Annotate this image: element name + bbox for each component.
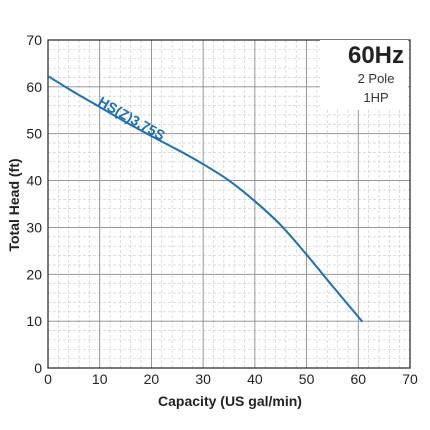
y-tick-label: 20: [26, 266, 42, 282]
x-axis-title: Capacity (US gal/min): [158, 393, 302, 409]
x-tick-label: 40: [247, 371, 263, 387]
x-tick-label: 30: [195, 371, 211, 387]
x-tick-label: 70: [402, 371, 418, 387]
x-tick-label: 60: [350, 371, 366, 387]
x-tick-label: 50: [299, 371, 315, 387]
y-tick-label: 60: [26, 79, 42, 95]
series-line: [47, 75, 363, 323]
x-tick-label: 20: [144, 371, 160, 387]
frequency-label: 60Hz: [348, 42, 404, 69]
y-axis-title: Total Head (ft): [6, 158, 22, 251]
power-label: 1HP: [363, 90, 388, 105]
plot-frame: [47, 39, 411, 369]
series-layer: HS(Z)3.75S: [47, 75, 363, 323]
y-tick-label: 10: [26, 313, 42, 329]
info-box-background: [320, 40, 408, 110]
y-tick-label: 30: [26, 219, 42, 235]
y-tick-label: 0: [34, 360, 42, 376]
series-label: HS(Z)3.75S: [96, 93, 168, 143]
y-tick-label: 70: [26, 32, 42, 48]
y-tick-label: 40: [26, 173, 42, 189]
x-tick-label: 0: [44, 371, 52, 387]
y-axis-ticks: 0 10 20 30 40 50 60 70: [26, 32, 42, 376]
x-axis-ticks: 0 10 20 30 40 50 60 70: [44, 371, 418, 387]
poles-label: 2 Pole: [358, 71, 395, 86]
x-tick-label: 10: [92, 371, 108, 387]
y-tick-label: 50: [26, 126, 42, 142]
